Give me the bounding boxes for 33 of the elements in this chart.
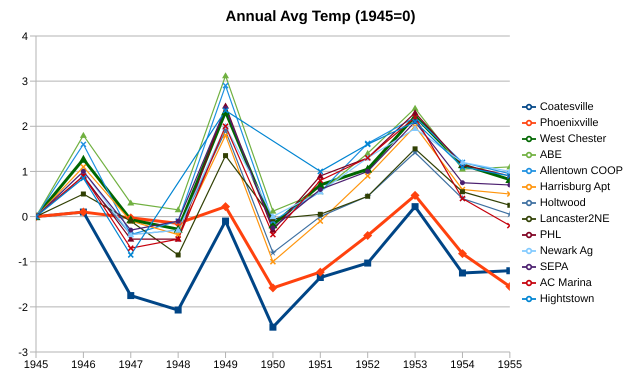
y-tick-label: -1 bbox=[18, 256, 28, 269]
y-tick-label: 4 bbox=[22, 30, 28, 43]
x-tick-label: 1946 bbox=[71, 358, 96, 371]
x-tick-label: 1948 bbox=[166, 358, 190, 371]
legend-label: Hightstown bbox=[540, 293, 594, 305]
legend-label: Lancaster2NE bbox=[540, 213, 610, 225]
x-tick-label: 1951 bbox=[308, 358, 333, 371]
x-tick-label: 1953 bbox=[402, 358, 428, 371]
legend-label: Allentown COOP bbox=[540, 165, 623, 177]
x-tick-label: 1949 bbox=[213, 358, 238, 371]
legend-label: PHL bbox=[540, 229, 562, 241]
y-tick-label: 2 bbox=[22, 121, 28, 134]
legend-label: SEPA bbox=[540, 261, 568, 273]
x-tick-label: 1954 bbox=[450, 358, 475, 371]
legend-label: West Chester bbox=[540, 133, 606, 145]
legend-label: Coatesville bbox=[540, 101, 594, 113]
x-tick-label: 1945 bbox=[24, 358, 48, 371]
y-tick-label: 1 bbox=[22, 166, 28, 178]
x-tick-label: 1947 bbox=[118, 358, 144, 371]
y-tick-label: -3 bbox=[18, 346, 28, 359]
y-tick-label: 0 bbox=[22, 211, 28, 224]
chart-title: Annual Avg Temp (1945=0) bbox=[224, 8, 416, 27]
legend-label: Phoenixville bbox=[540, 117, 599, 129]
x-tick-label: 1952 bbox=[355, 358, 380, 371]
legend-label: ABE bbox=[540, 149, 562, 161]
legend-label: AC Marina bbox=[540, 277, 592, 289]
legend-label: Holtwood bbox=[540, 197, 586, 209]
y-tick-label: 3 bbox=[22, 76, 28, 88]
legend-label: Newark Ag bbox=[540, 245, 594, 257]
legend-label: Harrisburg Apt bbox=[540, 181, 610, 193]
x-tick-label: 1950 bbox=[260, 358, 286, 371]
y-tick-label: -2 bbox=[18, 302, 28, 314]
x-tick-label: 1955 bbox=[498, 358, 522, 371]
